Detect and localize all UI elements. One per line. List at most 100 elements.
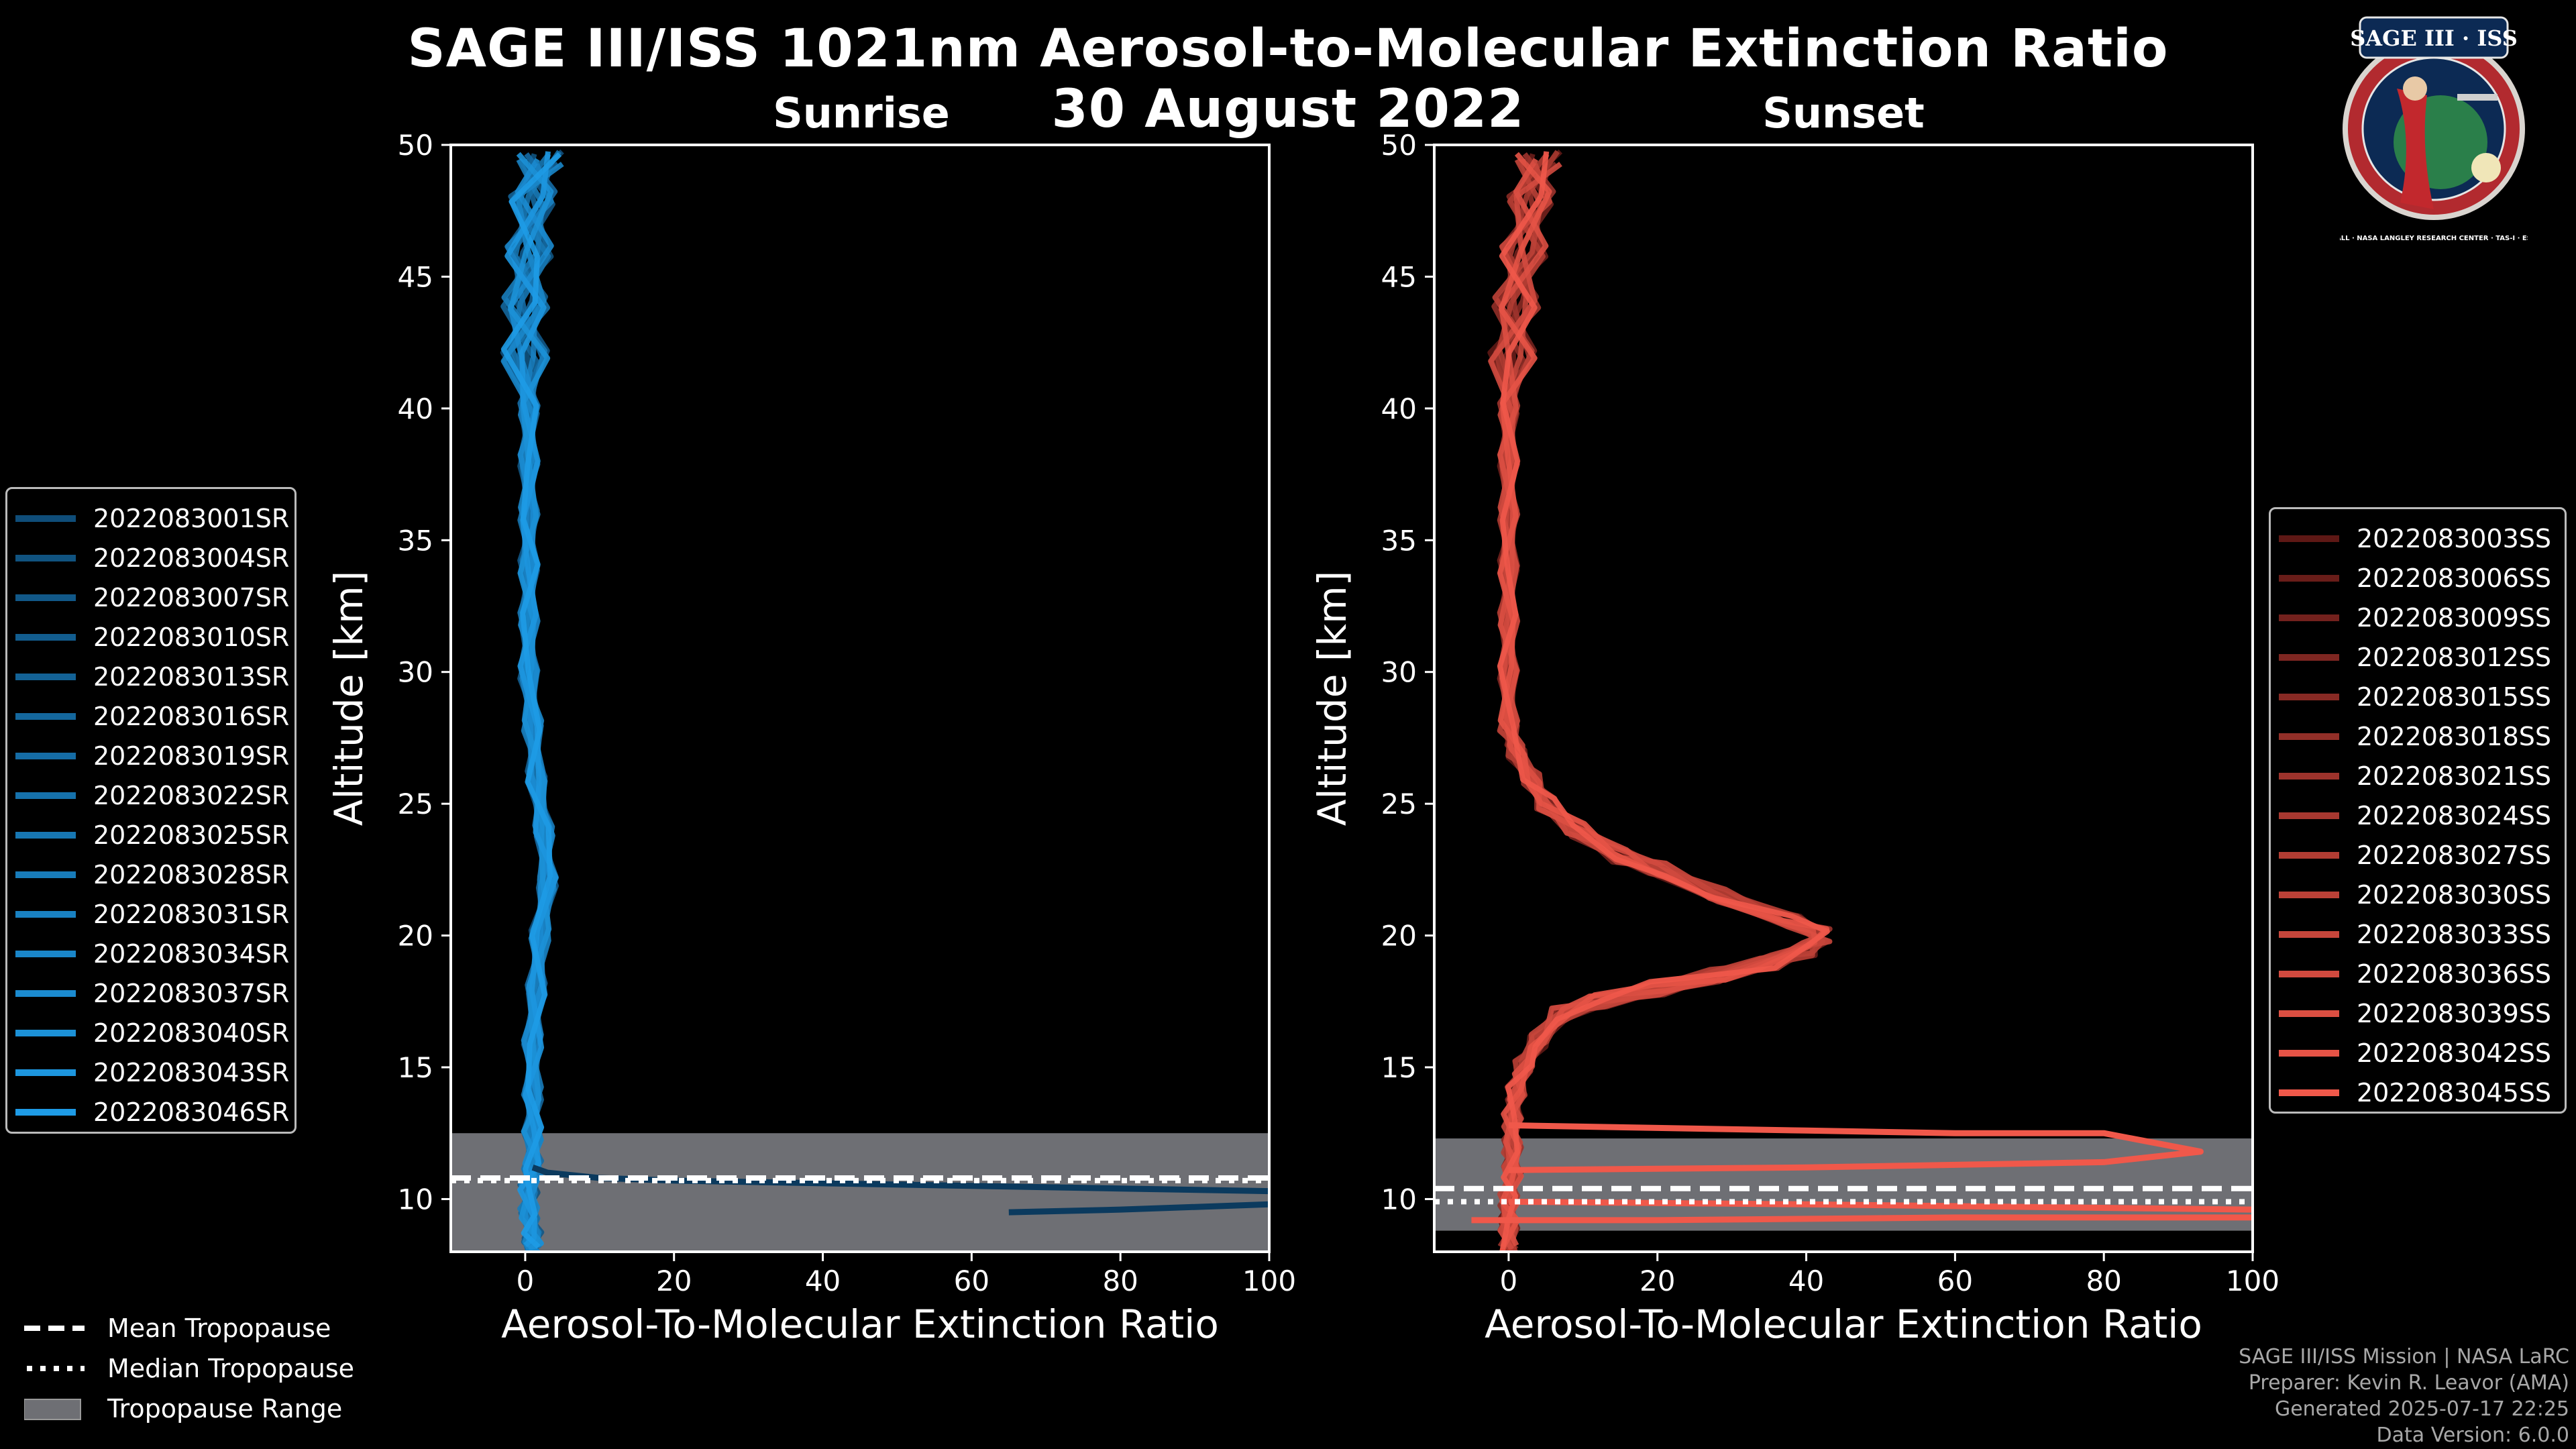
sunset-legend-swatch: [2279, 1089, 2339, 1096]
sunrise-legend-entry-2022083040SR: 2022083040SR: [7, 1013, 289, 1053]
sunset-ytick-label-40: 40: [1381, 392, 1417, 425]
sunset-profile-2022083009SS: [1497, 158, 1831, 1252]
sunrise-legend-label: 2022083004SR: [93, 543, 290, 573]
sunrise-legend-swatch: [15, 633, 76, 641]
sunset-profile-2022083015SS: [1489, 162, 1816, 1251]
sunrise-legend-label: 2022083025SR: [93, 820, 290, 850]
sunrise-legend-label: 2022083022SR: [93, 780, 290, 810]
sunrise-legend-label: 2022083037SR: [93, 978, 290, 1008]
figure-subtitle-date: 30 August 2022: [1051, 79, 1525, 140]
sunset-legend-label: 2022083021SS: [2357, 761, 2552, 791]
sunset-profile-2022083012SS: [1497, 163, 1829, 1252]
sunset-legend-label: 2022083012SS: [2357, 642, 2552, 672]
sunset-legend-swatch: [2279, 891, 2339, 898]
sunrise-legend-swatch: [15, 910, 76, 918]
sunset-legend-swatch: [2279, 733, 2339, 740]
sunset-legend-entry-2022083042SS: 2022083042SS: [2271, 1033, 2551, 1073]
sunrise-outlier-trace-1: [1008, 1201, 1269, 1216]
sunset-profile-2022083006SS: [1496, 153, 1818, 1252]
sunset-legend-entry-2022083012SS: 2022083012SS: [2271, 637, 2551, 677]
sunrise-legend-label: 2022083010SR: [93, 622, 290, 652]
sunset-legend-entry-2022083036SS: 2022083036SS: [2271, 954, 2551, 994]
sunrise-legend-label: 2022083007SR: [93, 582, 290, 612]
credit-mission: SAGE III/ISS Mission | NASA LaRC: [2239, 1345, 2569, 1368]
sunset-profile-2022083030SS: [1492, 158, 1825, 1252]
sunrise-ytick-label-35: 35: [398, 524, 433, 557]
sunrise-legend-entry-2022083019SR: 2022083019SR: [7, 736, 289, 775]
sunrise-ytick-label-40: 40: [398, 392, 433, 425]
figure-title: SAGE III/ISS 1021nm Aerosol-to-Molecular…: [407, 19, 2169, 79]
sunset-xtick-label-40: 40: [1788, 1265, 1824, 1297]
sunrise-legend-entry-2022083034SR: 2022083034SR: [7, 934, 289, 973]
sunrise-legend-entry-2022083046SR: 2022083046SR: [7, 1092, 289, 1132]
sunset-axes-frame: [1433, 144, 2254, 1253]
sunrise-legend-entry-2022083022SR: 2022083022SR: [7, 775, 289, 815]
sunrise-legend-swatch: [15, 515, 76, 522]
sunrise-ytick-label-20: 20: [398, 920, 433, 953]
sunrise-legend-entry-2022083028SR: 2022083028SR: [7, 855, 289, 894]
sunrise-xtick-label-60: 60: [954, 1265, 989, 1297]
sunset-legend-swatch: [2279, 1049, 2339, 1057]
sunrise-legend-label: 2022083034SR: [93, 938, 290, 969]
sunrise-ytick-label-50: 50: [398, 129, 433, 162]
sunset-legend-entry-2022083006SS: 2022083006SS: [2271, 558, 2551, 598]
sunset-xtick-label-0: 0: [1500, 1265, 1518, 1297]
logo-text: SAGE III · ISS: [2350, 25, 2518, 51]
sunset-ylabel: Altitude [km]: [1309, 571, 1355, 826]
sunset-ytick-label-45: 45: [1381, 260, 1417, 293]
sunrise-legend-swatch: [15, 554, 76, 561]
credit-generated: Generated 2025-07-17 22:25: [2274, 1397, 2569, 1421]
sunrise-legend-entry-2022083007SR: 2022083007SR: [7, 578, 289, 617]
sunset-legend-label: 2022083033SS: [2357, 919, 2552, 949]
sunset-xtick-label-20: 20: [1640, 1265, 1675, 1297]
sunset-legend-label: 2022083003SS: [2357, 523, 2552, 553]
sunrise-ytick-label-25: 25: [398, 788, 433, 820]
sunrise-ytick-label-10: 10: [398, 1183, 433, 1216]
sunset-ytick-label-30: 30: [1381, 656, 1417, 689]
sunrise-axes-frame: [449, 144, 1271, 1253]
sunset-legend-label: 2022083027SS: [2357, 840, 2552, 870]
sunrise-legend-entry-2022083016SR: 2022083016SR: [7, 696, 289, 736]
sunset-legend-swatch: [2279, 930, 2339, 938]
sunrise-ytick-label-30: 30: [398, 656, 433, 689]
sunset-legend-swatch: [2279, 653, 2339, 661]
sunset-profile-2022083039SS: [1497, 158, 1818, 1247]
sunrise-legend-entry-2022083025SR: 2022083025SR: [7, 815, 289, 855]
sunset-legend-swatch: [2279, 851, 2339, 859]
sunset-ytick-label-15: 15: [1381, 1051, 1417, 1084]
sunrise-xlabel: Aerosol-To-Molecular Extinction Ratio: [501, 1301, 1219, 1347]
sunrise-legend-swatch: [15, 1108, 76, 1116]
sunrise-tropopause-range: [451, 1133, 1269, 1252]
sunrise-legend-swatch: [15, 712, 76, 720]
sunset-legend-swatch: [2279, 614, 2339, 621]
sunrise-legend-swatch: [15, 1069, 76, 1076]
credit-preparer: Preparer: Kevin R. Leavor (AMA): [2248, 1371, 2569, 1395]
sunrise-legend-label: 2022083043SR: [93, 1057, 290, 1087]
sunrise-ytick-label-15: 15: [398, 1051, 433, 1084]
logo-ring-text: BALL · NASA LANGLEY RESEARCH CENTER · TA…: [2340, 235, 2528, 242]
credit-data-version: Data Version: 6.0.0: [2376, 1424, 2569, 1447]
sunrise-legend-label: 2022083016SR: [93, 701, 290, 731]
sunset-legend-label: 2022083006SS: [2357, 563, 2552, 593]
sunrise-legend-label: 2022083019SR: [93, 741, 290, 771]
sunrise-plot-area: [451, 149, 1269, 1252]
sunset-legend-label: 2022083045SS: [2357, 1077, 2552, 1108]
sunrise-xtick-label-0: 0: [517, 1265, 535, 1297]
sunrise-legend: 2022083001SR 2022083004SR 2022083007SR 2022…: [5, 487, 297, 1134]
sunset-legend-swatch: [2279, 693, 2339, 700]
sunrise-xtick-label-100: 100: [1242, 1265, 1296, 1297]
sunrise-legend-swatch: [15, 673, 76, 680]
sunset-ytick-label-10: 10: [1381, 1183, 1417, 1216]
sunset-legend-label: 2022083030SS: [2357, 879, 2552, 910]
sunrise-legend-entry-2022083004SR: 2022083004SR: [7, 538, 289, 578]
sunset-xlabel: Aerosol-To-Molecular Extinction Ratio: [1485, 1301, 2202, 1347]
sunset-legend-entry-2022083021SS: 2022083021SS: [2271, 756, 2551, 796]
sunset-legend-swatch: [2279, 970, 2339, 977]
sunset-profile-2022083021SS: [1497, 152, 1833, 1248]
sunset-profile-2022083018SS: [1491, 158, 1821, 1246]
sunrise-legend-label: 2022083001SR: [93, 503, 290, 533]
sunset-legend-entry-2022083015SS: 2022083015SS: [2271, 677, 2551, 716]
sunset-legend-label: 2022083036SS: [2357, 959, 2552, 989]
sunset-legend-swatch: [2279, 535, 2339, 542]
